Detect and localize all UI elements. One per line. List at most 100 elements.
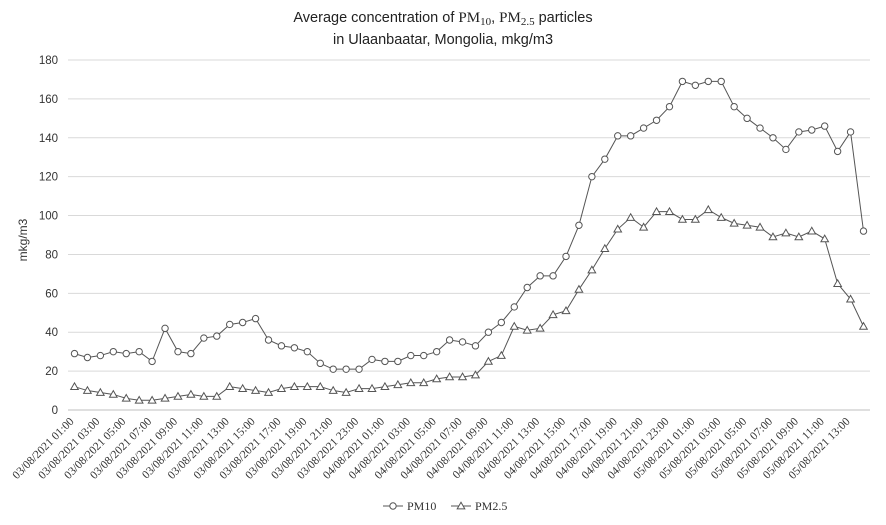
data-point-pm25	[781, 228, 791, 237]
data-point-pm10	[665, 102, 674, 111]
data-point-pm10	[277, 342, 286, 350]
legend-marker-pm25	[456, 501, 466, 510]
y-tick-label: 140	[39, 133, 58, 145]
data-point-pm25	[250, 385, 261, 394]
data-point-pm10	[510, 303, 518, 311]
data-point-pm25	[561, 306, 571, 315]
data-point-pm10	[626, 132, 635, 140]
data-point-pm25	[483, 356, 494, 365]
data-point-pm10	[730, 102, 738, 111]
data-point-pm10	[575, 221, 583, 229]
data-point-pm10	[264, 336, 273, 344]
y-tick-label: 120	[39, 172, 58, 184]
data-point-pm25	[664, 206, 675, 216]
data-point-pm10	[238, 318, 247, 327]
y-tick-label: 100	[39, 211, 58, 223]
data-point-pm10	[342, 365, 350, 373]
data-point-pm10	[290, 344, 299, 352]
data-point-pm10	[562, 252, 570, 261]
y-tick-label: 20	[45, 366, 58, 378]
data-point-pm25	[613, 224, 623, 233]
data-point-pm25	[587, 265, 597, 274]
data-point-pm25	[703, 204, 713, 214]
data-point-pm25	[302, 381, 312, 391]
data-point-pm10	[407, 351, 415, 360]
data-point-pm10	[122, 349, 130, 358]
data-point-pm25	[276, 383, 287, 392]
data-point-pm10	[83, 353, 92, 362]
series-line-pm25	[74, 209, 864, 401]
data-point-pm10	[96, 351, 105, 360]
data-point-pm10	[833, 147, 842, 156]
data-point-pm25	[768, 232, 778, 241]
data-point-pm25	[845, 294, 856, 303]
data-point-pm25	[522, 325, 532, 334]
data-point-pm25	[742, 220, 752, 229]
y-tick-label: 40	[45, 327, 58, 339]
data-point-pm10	[497, 318, 506, 327]
series-layer	[69, 77, 869, 404]
data-point-pm10	[859, 227, 868, 235]
data-point-pm25	[794, 232, 804, 241]
data-point-pm25	[419, 377, 429, 387]
data-point-pm25	[134, 395, 144, 404]
data-point-pm10	[148, 357, 156, 366]
data-point-pm25	[858, 321, 869, 330]
data-point-pm25	[832, 278, 843, 287]
data-point-pm10	[355, 365, 363, 373]
data-point-pm10	[251, 314, 260, 323]
data-point-pm10	[471, 342, 480, 350]
grid-lines	[68, 59, 870, 372]
data-point-pm10	[614, 132, 622, 140]
data-point-pm10	[161, 324, 169, 333]
data-point-pm25	[289, 381, 300, 391]
y-tick-label: 180	[39, 55, 58, 67]
data-point-pm25	[95, 387, 106, 396]
data-point-pm25	[147, 395, 157, 404]
data-point-pm25	[807, 226, 817, 235]
data-point-pm25	[600, 243, 610, 252]
data-point-pm10	[420, 351, 428, 360]
data-point-pm10	[109, 347, 118, 356]
y-axis-label: mkg/m3	[16, 218, 30, 261]
data-point-pm10	[652, 116, 661, 124]
data-point-pm10	[820, 122, 829, 130]
data-point-pm10	[213, 332, 221, 340]
data-point-pm25	[677, 214, 688, 223]
series-pm10	[70, 77, 868, 373]
data-point-pm10	[717, 77, 725, 86]
data-point-pm10	[187, 349, 195, 358]
data-point-pm25	[574, 284, 584, 293]
data-point-pm25	[354, 383, 364, 392]
data-point-pm25	[406, 377, 416, 387]
data-point-pm10	[484, 328, 493, 336]
data-point-pm10	[704, 77, 712, 86]
y-axis-ticks: 0 20 40 60 80 100 120 140 160 180	[39, 55, 58, 417]
data-point-pm10	[174, 347, 182, 356]
data-point-pm25	[367, 383, 377, 392]
data-point-pm25	[535, 323, 545, 332]
data-point-pm25	[328, 385, 338, 394]
data-point-pm25	[457, 372, 468, 381]
data-point-pm10	[549, 272, 557, 280]
legend-marker-pm10	[389, 502, 397, 510]
data-point-pm25	[496, 350, 506, 359]
data-point-pm10	[846, 128, 855, 136]
data-point-pm25	[432, 374, 442, 383]
data-point-pm25	[820, 234, 830, 243]
y-tick-label: 160	[39, 94, 58, 106]
data-point-pm10	[329, 365, 337, 373]
data-point-pm10	[678, 77, 687, 86]
data-point-pm10	[458, 338, 467, 346]
data-point-pm10	[432, 347, 441, 356]
data-point-pm25	[121, 393, 131, 402]
data-point-pm25	[160, 393, 170, 402]
data-point-pm10	[808, 126, 816, 134]
data-point-pm25	[225, 381, 235, 391]
chart-title-line1: Average concentration of PM10, PM2.5 par…	[293, 10, 593, 28]
data-point-pm10	[394, 357, 402, 366]
data-point-pm10	[70, 349, 79, 358]
data-point-pm25	[82, 385, 93, 394]
data-point-pm25	[444, 372, 455, 381]
